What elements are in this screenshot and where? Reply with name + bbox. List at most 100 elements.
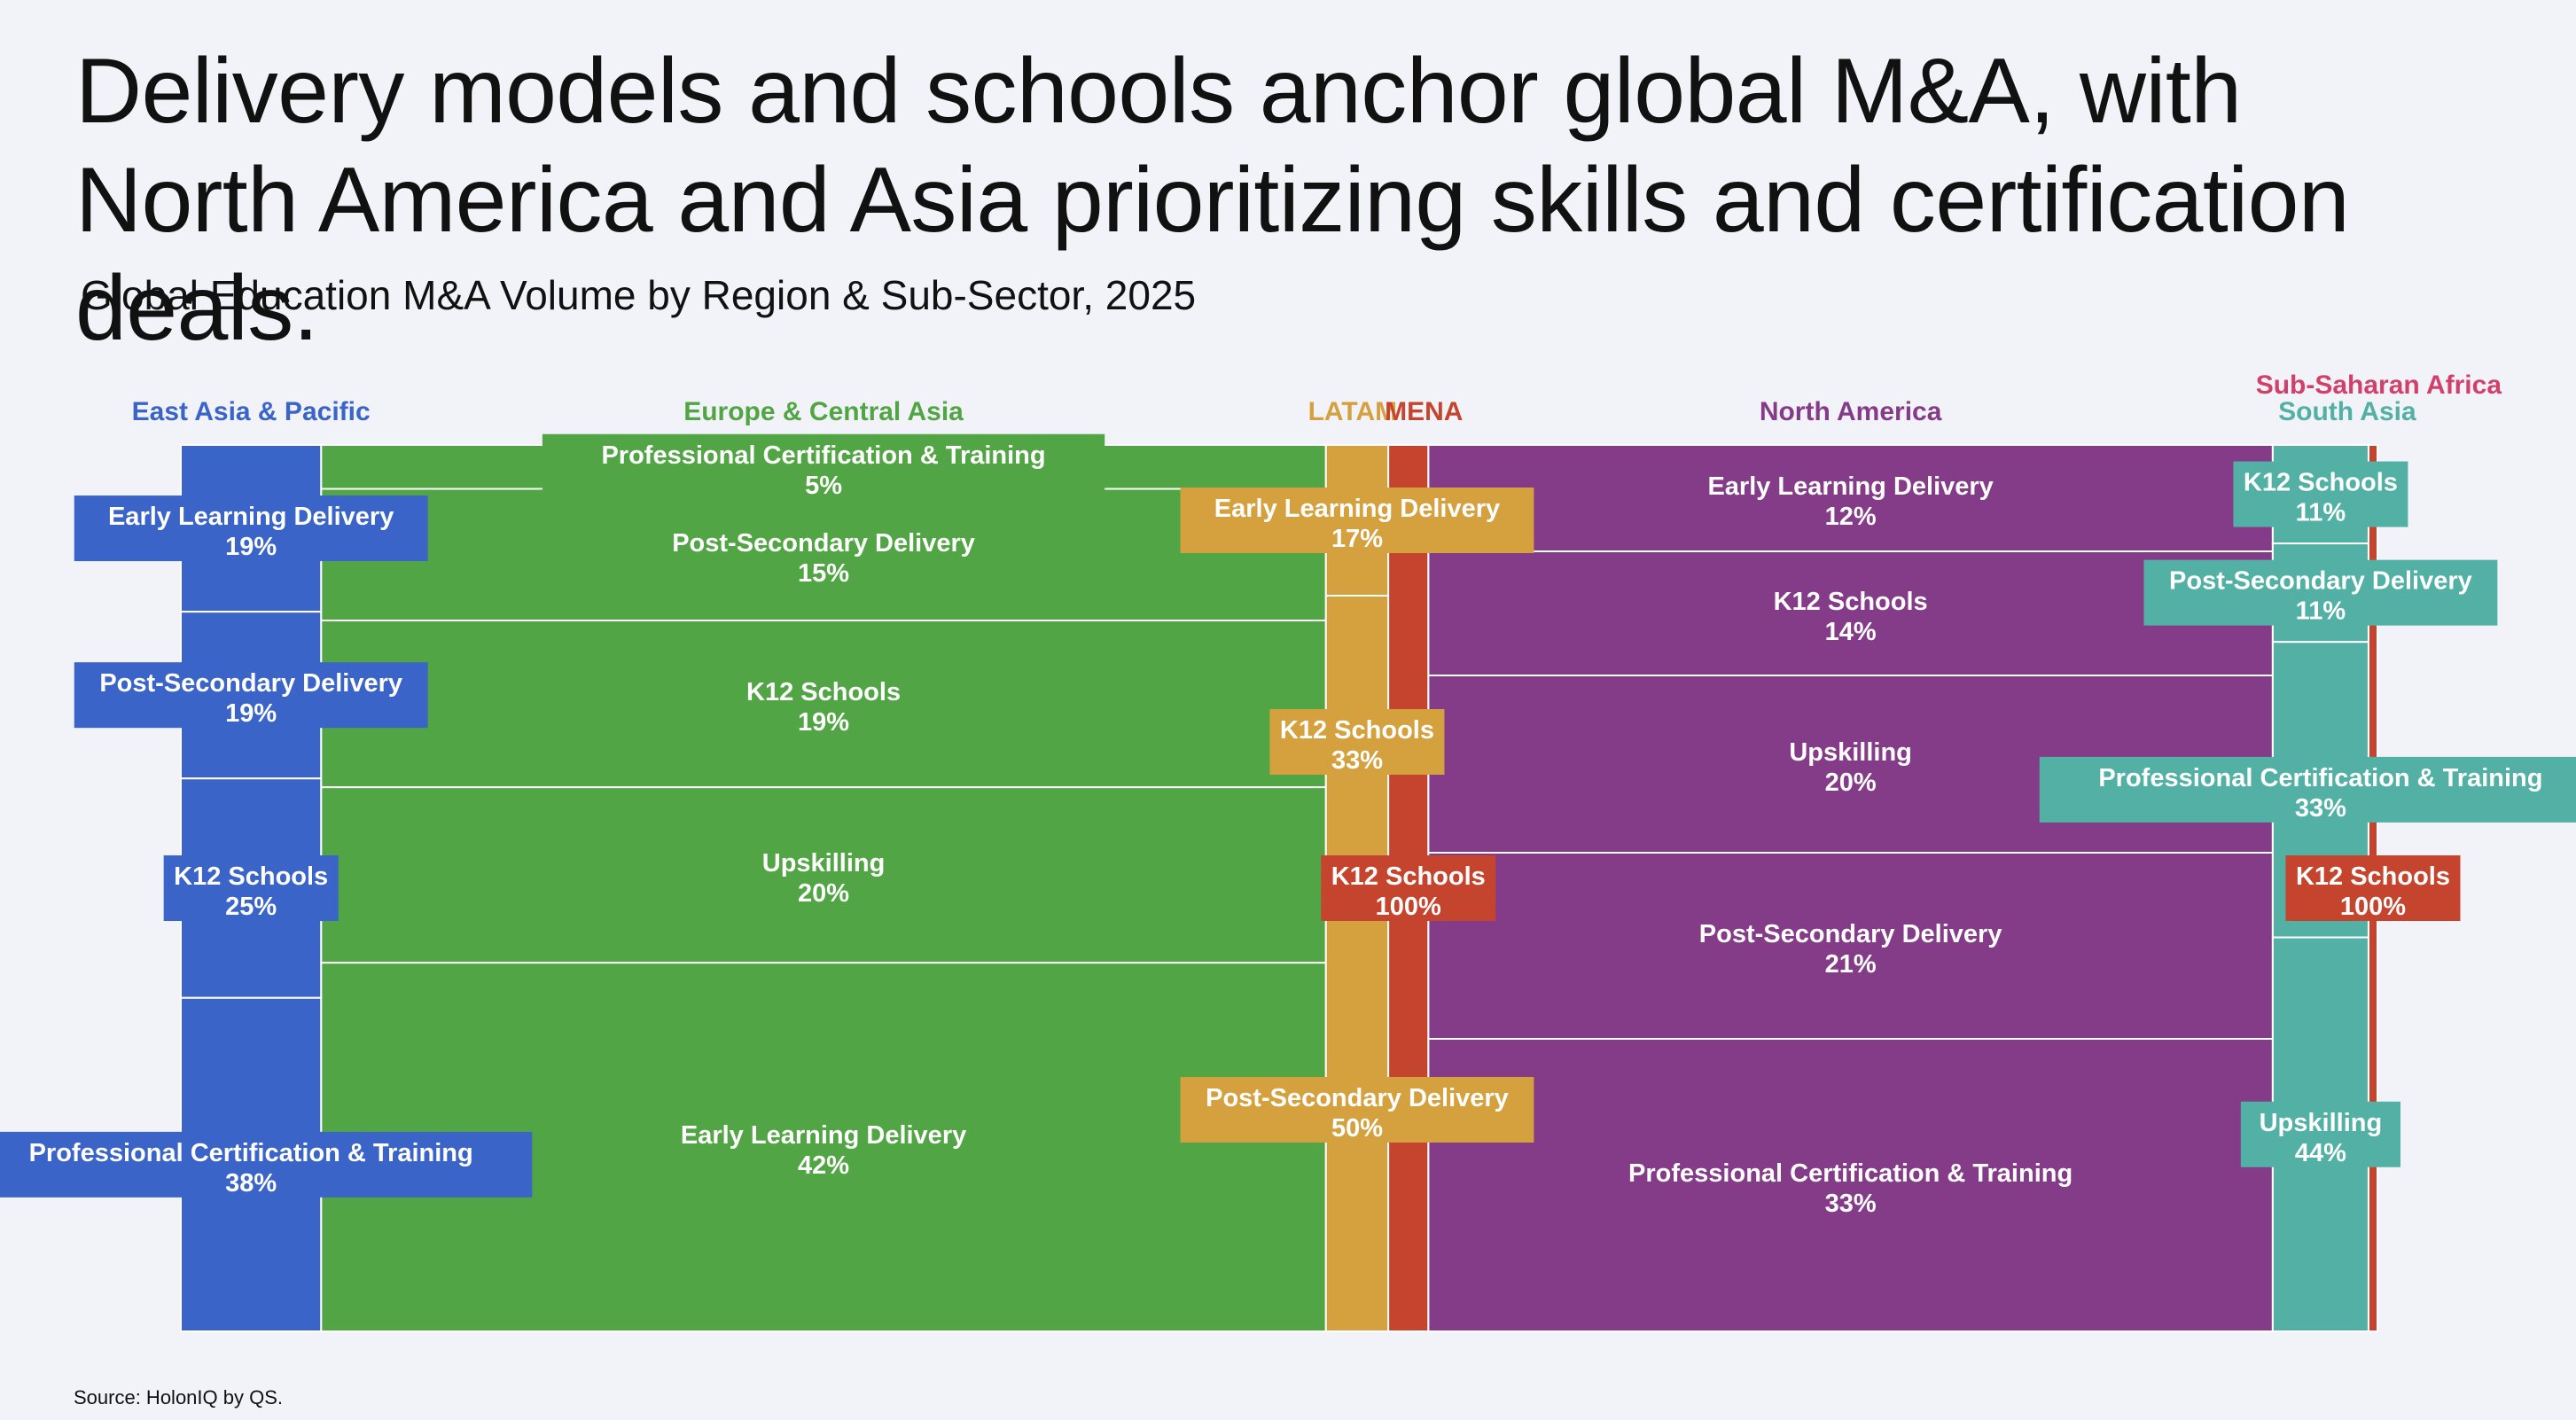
label-box xyxy=(2285,855,2461,921)
region-header-sub-saharan-africa: Sub-Saharan Africa xyxy=(2256,371,2502,400)
labels-layer: Early Learning Delivery19%Post-Secondary… xyxy=(0,433,2576,1218)
region-header-east-asia-and-pacific: East Asia & Pacific xyxy=(132,397,371,426)
region-header-latam: LATAM xyxy=(1308,397,1398,426)
region-header-mena: MENA xyxy=(1385,397,1463,426)
label-box xyxy=(2240,1101,2401,1167)
label-box xyxy=(542,433,1105,500)
bars-layer xyxy=(180,444,2379,1333)
segment-value-label: 19% xyxy=(798,708,849,737)
segment-value-label: 11% xyxy=(2296,597,2346,626)
segment-category-label: Post-Secondary Delivery xyxy=(672,529,975,558)
segment-value-label: 15% xyxy=(798,559,849,588)
segment-category-label: K12 Schools xyxy=(2296,862,2450,891)
label-box xyxy=(74,495,428,562)
segment-value-label: 12% xyxy=(1825,503,1877,531)
segment-category-label: Early Learning Delivery xyxy=(681,1121,966,1150)
label-box xyxy=(2039,756,2576,823)
chart-headline: Delivery models and schools anchor globa… xyxy=(75,40,2350,361)
segment-value-label: 20% xyxy=(1825,769,1877,797)
segment-category-label: Post-Secondary Delivery xyxy=(99,669,402,698)
segment-category-label: K12 Schools xyxy=(1774,588,1928,616)
segment-value-label: 17% xyxy=(1331,525,1383,553)
segment-category-label: Post-Secondary Delivery xyxy=(1206,1084,1509,1112)
segment-value-label: 25% xyxy=(225,893,277,921)
segment-category-label: K12 Schools xyxy=(1280,716,1434,745)
segment-value-label: 33% xyxy=(2295,794,2346,823)
chart-subtitle: Global Education M&A Volume by Region & … xyxy=(81,272,1197,318)
segment-value-label: 14% xyxy=(1825,618,1877,646)
label-box xyxy=(1321,855,1496,921)
segment-category-label: Professional Certification & Training xyxy=(2098,764,2542,792)
segment-category-label: Professional Certification & Training xyxy=(601,441,1045,470)
region-header-north-america: North America xyxy=(1760,397,1942,426)
bar-segment-north-america-professional-certification-and-training xyxy=(1427,1038,2274,1332)
segment-value-label: 50% xyxy=(1331,1114,1383,1143)
bar-segment-north-america-k12-schools xyxy=(1427,550,2274,676)
bar-segment-europe-and-central-asia-upskilling xyxy=(320,786,1327,964)
segment-value-label: 21% xyxy=(1825,950,1877,979)
label-box xyxy=(74,662,428,729)
segment-value-label: 19% xyxy=(225,699,277,728)
segment-value-label: 33% xyxy=(1331,746,1383,775)
label-box xyxy=(1180,1077,1534,1143)
label-box xyxy=(0,1131,533,1198)
segment-category-label: K12 Schools xyxy=(1331,862,1486,891)
segment-value-label: 100% xyxy=(2340,893,2406,921)
label-box xyxy=(1180,488,1534,553)
bar-segment-north-america-early-learning-delivery xyxy=(1427,444,2274,552)
segment-category-label: Professional Certification & Training xyxy=(29,1139,473,1167)
segment-category-label: Early Learning Delivery xyxy=(1707,472,1993,501)
segment-category-label: Post-Secondary Delivery xyxy=(2169,567,2472,596)
segment-category-label: Early Learning Delivery xyxy=(1214,495,1500,523)
segment-category-label: K12 Schools xyxy=(174,862,328,891)
source-note: Source: HolonIQ by QS. xyxy=(74,1386,283,1408)
region-headers: East Asia & Pacific Europe & Central Asia… xyxy=(132,371,2502,426)
bar-segment-north-america-post-secondary-delivery xyxy=(1427,852,2274,1040)
segment-category-label: K12 Schools xyxy=(2244,469,2398,497)
label-box xyxy=(2143,559,2498,626)
region-header-europe-and-central-asia: Europe & Central Asia xyxy=(683,397,964,426)
segment-value-label: 33% xyxy=(1825,1190,1877,1218)
segment-category-label: Upskilling xyxy=(762,849,886,878)
segment-value-label: 5% xyxy=(805,472,842,500)
segment-category-label: Post-Secondary Delivery xyxy=(1699,920,2002,948)
segment-category-label: Professional Certification & Training xyxy=(1628,1159,2073,1188)
segment-value-label: 11% xyxy=(2296,499,2346,527)
segment-value-label: 100% xyxy=(1376,893,1441,921)
region-header-south-asia: South Asia xyxy=(2278,397,2416,426)
segment-value-label: 19% xyxy=(225,533,277,561)
segment-category-label: Upskilling xyxy=(2260,1109,2383,1137)
segment-category-label: K12 Schools xyxy=(746,678,901,706)
segment-value-label: 38% xyxy=(225,1169,277,1198)
segment-value-label: 42% xyxy=(798,1151,849,1180)
bar-segment-europe-and-central-asia-k12-schools xyxy=(320,620,1327,789)
label-box xyxy=(1269,709,1445,775)
segment-value-label: 20% xyxy=(798,879,849,908)
label-box xyxy=(2233,461,2408,527)
